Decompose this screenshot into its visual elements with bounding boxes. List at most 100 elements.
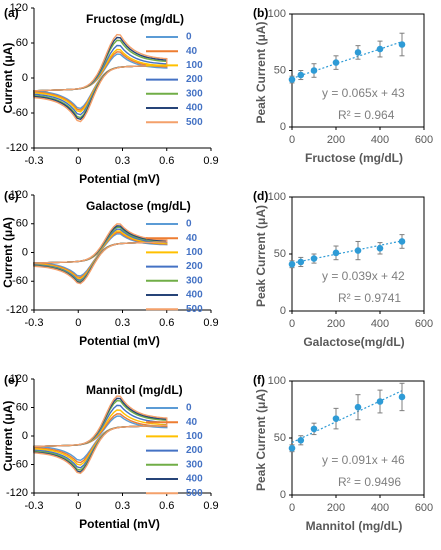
y-tick-label: 120 [10, 189, 28, 201]
legend-label: 500 [186, 304, 203, 315]
x-tick-label: 0 [289, 318, 295, 330]
legend-label: 400 [186, 474, 203, 485]
y-axis-title: Current (μA) [1, 217, 15, 288]
legend-label: 200 [186, 261, 203, 272]
calibration-chart: 100 50 00 200 400 600 Mannitol (mg/dL) Peak Cur… [254, 375, 433, 533]
chart-title: Mannitol (mg/dL) [86, 383, 183, 397]
x-tick-label: 400 [371, 502, 389, 514]
x-tick-label: 0 [75, 500, 81, 512]
data-point [398, 41, 406, 48]
chart-title: Fructose (mg/dL) [86, 12, 184, 26]
data-point [354, 49, 362, 56]
x-tick-label: 0.9 [203, 155, 218, 167]
data-point [398, 238, 406, 245]
y-tick-label: -60 [12, 107, 28, 119]
legend-label: 300 [186, 459, 203, 470]
x-tick-label: 0 [289, 502, 295, 514]
y-tick-label: -60 [12, 458, 28, 470]
panel-label: (d) [253, 189, 268, 203]
x-tick-label: 0.9 [203, 317, 218, 329]
y-tick-label: -60 [12, 275, 28, 287]
trendline [291, 240, 403, 264]
panel-label: (a) [4, 6, 19, 20]
panel-label: (f) [253, 373, 265, 387]
data-point [297, 436, 305, 444]
panel-label: (b) [253, 6, 268, 20]
x-tick-label: 400 [371, 318, 389, 330]
data-point [288, 444, 296, 452]
data-point [288, 260, 296, 268]
r-squared: R² = 0.9496 [338, 475, 401, 489]
x-tick-label: -0.3 [25, 317, 44, 329]
x-tick-label: 600 [415, 318, 433, 330]
x-tick-label: 200 [327, 134, 345, 146]
y-axis-title: Peak Current (μA) [254, 21, 268, 123]
x-tick-label: 600 [415, 502, 433, 514]
legend-label: 500 [186, 488, 203, 499]
x-tick-label: 0 [289, 134, 295, 146]
legend-label: 300 [186, 275, 203, 286]
panel-label: (e) [4, 373, 19, 387]
x-tick-label: 400 [371, 134, 389, 146]
y-tick-label: 100 [268, 375, 286, 387]
y-tick-label: 60 [16, 401, 28, 413]
r-squared: R² = 0.9741 [338, 291, 401, 305]
x-axis-title: Potential (mV) [79, 172, 160, 186]
cv-curve [33, 397, 168, 473]
x-tick-label: 0 [75, 317, 81, 329]
y-tick-label: 60 [16, 218, 28, 230]
legend-label: 100 [186, 431, 203, 442]
legend-label: 0 [186, 219, 192, 230]
cv-chart: 120 60 0 -60 -120-0.3 0 0.3 0.6 0.9 Potential (mV… [1, 189, 218, 348]
x-tick-label: 0.9 [203, 500, 218, 512]
legend-label: 500 [186, 117, 203, 128]
legend-label: 40 [186, 46, 198, 57]
y-tick-label: 0 [280, 305, 286, 317]
x-tick-label: 0.3 [115, 317, 130, 329]
legend-label: 200 [186, 445, 203, 456]
x-axis-title: Potential (mV) [79, 334, 160, 348]
legend-label: 300 [186, 88, 203, 99]
x-tick-label: 200 [327, 502, 345, 514]
cv-curve [33, 223, 168, 285]
x-axis-title: Fructose (mg/dL) [305, 151, 403, 165]
x-tick-label: 0.6 [159, 317, 174, 329]
x-tick-label: 0.3 [115, 500, 130, 512]
y-tick-label: 100 [268, 191, 286, 203]
data-point [332, 59, 340, 66]
r-squared: R² = 0.964 [338, 108, 395, 122]
data-point [376, 245, 384, 252]
calibration-chart: 100 50 00 200 400 600 Galactose(mg/dL) Peak Cur… [254, 191, 433, 349]
legend-label: 40 [186, 233, 198, 244]
x-tick-label: 0.6 [159, 500, 174, 512]
data-point [354, 403, 362, 411]
x-tick-label: 0.6 [159, 155, 174, 167]
data-point [297, 258, 305, 266]
calibration-chart: 100 50 00 200 400 600 Fructose (mg/dL) Peak Cur… [254, 8, 433, 165]
y-axis-title: Current (μA) [1, 401, 15, 472]
y-tick-label: -120 [6, 142, 28, 154]
legend-label: 40 [186, 417, 198, 428]
data-point [310, 255, 318, 262]
data-point [332, 415, 340, 422]
data-point [332, 249, 340, 257]
cv-chart: 120 60 0 -60 -120-0.3 0 0.3 0.6 0.9 Potential (mV… [1, 2, 218, 186]
x-axis-title: Mannitol (mg/dL) [306, 519, 403, 533]
x-tick-label: 0 [75, 155, 81, 167]
y-tick-label: 0 [22, 72, 28, 84]
x-tick-label: -0.3 [25, 500, 44, 512]
y-tick-label: -120 [6, 304, 28, 316]
y-tick-label: 50 [274, 64, 286, 76]
y-tick-label: 120 [10, 2, 28, 14]
x-tick-label: -0.3 [25, 155, 44, 167]
data-point [376, 398, 384, 405]
data-point [288, 76, 296, 83]
y-tick-label: -120 [6, 487, 28, 499]
legend-label: 0 [186, 403, 192, 414]
trendline [291, 390, 403, 444]
data-point [398, 393, 406, 401]
x-tick-label: 0.3 [115, 155, 130, 167]
fit-equation: y = 0.065x + 43 [322, 86, 405, 100]
y-axis-title: Peak Current (μA) [254, 205, 268, 307]
x-axis-title: Potential (mV) [79, 517, 160, 531]
